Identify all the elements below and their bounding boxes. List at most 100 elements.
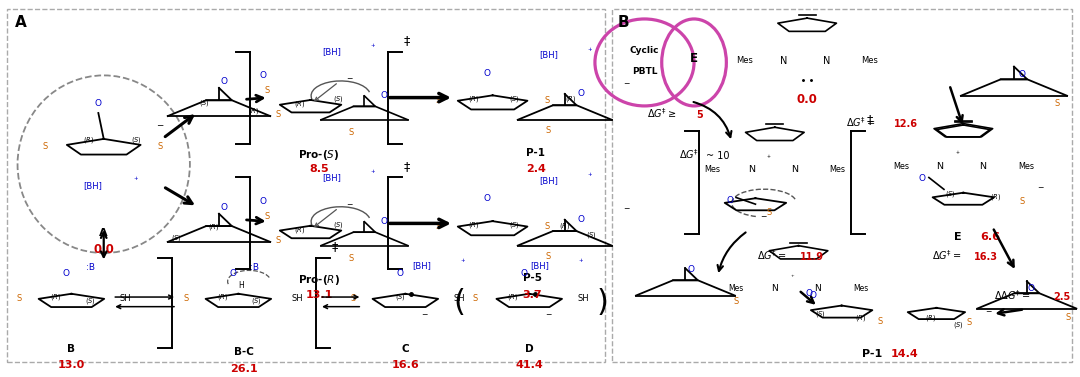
Text: P-1: P-1 bbox=[526, 147, 545, 158]
Text: 6.6: 6.6 bbox=[981, 232, 1000, 242]
Text: N: N bbox=[936, 162, 943, 170]
Text: S: S bbox=[1065, 313, 1070, 322]
Text: Mes: Mes bbox=[737, 56, 753, 65]
Text: S: S bbox=[349, 254, 354, 263]
Text: S: S bbox=[546, 126, 551, 135]
Text: S: S bbox=[265, 86, 270, 95]
Text: S: S bbox=[1020, 197, 1025, 206]
Text: O: O bbox=[1018, 70, 1025, 79]
Text: [BH]: [BH] bbox=[413, 262, 431, 270]
Text: S: S bbox=[184, 294, 189, 303]
Text: [BH]: [BH] bbox=[323, 173, 341, 182]
Text: B: B bbox=[618, 15, 630, 31]
Text: PBTL: PBTL bbox=[632, 67, 658, 75]
Text: N: N bbox=[980, 162, 986, 170]
Text: ($R$): ($R$) bbox=[294, 99, 306, 109]
Text: $^+$: $^+$ bbox=[586, 46, 593, 55]
Text: $\ddagger$: $\ddagger$ bbox=[403, 34, 411, 48]
Text: Mes: Mes bbox=[829, 165, 846, 174]
Text: S: S bbox=[544, 96, 550, 105]
Text: $^-$: $^-$ bbox=[622, 81, 631, 91]
Text: ~ 10: ~ 10 bbox=[706, 151, 729, 161]
Text: O: O bbox=[259, 71, 267, 80]
Text: E: E bbox=[690, 52, 698, 66]
Text: $^-$: $^-$ bbox=[420, 312, 430, 322]
Text: N: N bbox=[814, 284, 821, 293]
Text: ($S$): ($S$) bbox=[131, 135, 141, 145]
Text: O: O bbox=[229, 269, 237, 278]
Text: Pro-($\mathit{R}$): Pro-($\mathit{R}$) bbox=[298, 273, 340, 287]
Text: ): ) bbox=[596, 288, 608, 317]
Text: $^+$: $^+$ bbox=[955, 151, 961, 157]
Text: ($R$): ($R$) bbox=[208, 222, 219, 232]
Text: $^+$: $^+$ bbox=[369, 168, 377, 177]
Text: N: N bbox=[780, 55, 787, 66]
Text: O: O bbox=[578, 215, 584, 224]
Text: O: O bbox=[919, 174, 926, 183]
Text: D: D bbox=[525, 344, 534, 354]
Text: ($R$): ($R$) bbox=[508, 293, 518, 302]
Text: S: S bbox=[878, 317, 883, 326]
Text: 5: 5 bbox=[696, 110, 703, 120]
Text: ($S$): ($S$) bbox=[252, 296, 262, 306]
Text: $\Delta G^{\ddagger}=$: $\Delta G^{\ddagger}=$ bbox=[846, 115, 876, 129]
Text: S: S bbox=[435, 222, 441, 231]
Text: $^-$: $^-$ bbox=[1037, 185, 1045, 195]
Text: ($R$): ($R$) bbox=[248, 106, 259, 115]
Text: [BH]: [BH] bbox=[530, 262, 550, 270]
Text: O: O bbox=[380, 217, 388, 226]
Text: SH: SH bbox=[578, 294, 589, 303]
Text: ($S$): ($S$) bbox=[171, 233, 181, 243]
Text: [BH]: [BH] bbox=[323, 47, 341, 56]
Text: $^-$: $^-$ bbox=[984, 309, 993, 319]
Text: ($R$): ($R$) bbox=[50, 293, 60, 302]
Text: O: O bbox=[484, 69, 490, 78]
Text: $^+$: $^+$ bbox=[791, 274, 796, 279]
Text: O: O bbox=[396, 269, 404, 278]
Text: N: N bbox=[823, 55, 831, 66]
Text: S: S bbox=[967, 318, 971, 327]
Text: O: O bbox=[259, 197, 267, 206]
Text: S: S bbox=[544, 222, 550, 231]
Text: C: C bbox=[402, 344, 409, 354]
Text: :B: :B bbox=[86, 263, 95, 272]
Text: (: ( bbox=[454, 288, 465, 317]
Text: $\ddagger$: $\ddagger$ bbox=[403, 160, 411, 174]
Text: B-C: B-C bbox=[234, 347, 254, 357]
Text: $\Delta G^{\ddagger}\geq$: $\Delta G^{\ddagger}\geq$ bbox=[647, 106, 676, 120]
Text: 2.4: 2.4 bbox=[526, 164, 545, 174]
Text: $^+$: $^+$ bbox=[133, 176, 139, 185]
Text: ($S$): ($S$) bbox=[509, 95, 519, 104]
Text: ($S$): ($S$) bbox=[586, 230, 597, 239]
Text: ($R$): ($R$) bbox=[217, 293, 228, 302]
Text: S: S bbox=[767, 208, 772, 217]
Text: $\Delta G^{\ddagger}=$: $\Delta G^{\ddagger}=$ bbox=[757, 248, 786, 262]
Text: S: S bbox=[158, 142, 163, 151]
Text: Pro-($\mathit{S}$): Pro-($\mathit{S}$) bbox=[298, 147, 340, 162]
Text: $\ddagger$: $\ddagger$ bbox=[866, 113, 874, 127]
Text: ($R$): ($R$) bbox=[926, 313, 936, 323]
Text: S: S bbox=[435, 96, 441, 105]
Text: S: S bbox=[275, 236, 281, 245]
Text: O: O bbox=[95, 99, 102, 108]
Text: $\ddagger$: $\ddagger$ bbox=[330, 240, 339, 254]
Text: N: N bbox=[791, 165, 798, 174]
Text: O: O bbox=[221, 77, 228, 86]
Text: 26.1: 26.1 bbox=[230, 364, 257, 374]
Text: $^-$: $^-$ bbox=[622, 207, 631, 216]
Text: $\Delta G^{\ddagger}=$: $\Delta G^{\ddagger}=$ bbox=[932, 248, 962, 262]
Text: ($S$): ($S$) bbox=[333, 220, 343, 230]
Text: ($S$): ($S$) bbox=[394, 293, 405, 302]
Text: 13.1: 13.1 bbox=[306, 290, 333, 300]
Text: SH: SH bbox=[292, 294, 303, 303]
Text: $^+$: $^+$ bbox=[369, 42, 377, 51]
Text: S: S bbox=[43, 142, 48, 151]
Text: O: O bbox=[380, 91, 388, 100]
Text: S: S bbox=[265, 211, 270, 221]
Text: $^-$: $^-$ bbox=[759, 215, 769, 225]
Text: H: H bbox=[239, 281, 244, 290]
Text: 8.5: 8.5 bbox=[309, 164, 329, 174]
Text: ($R$): ($R$) bbox=[294, 225, 306, 235]
Text: O: O bbox=[521, 269, 527, 278]
Text: 11.9: 11.9 bbox=[799, 253, 823, 262]
